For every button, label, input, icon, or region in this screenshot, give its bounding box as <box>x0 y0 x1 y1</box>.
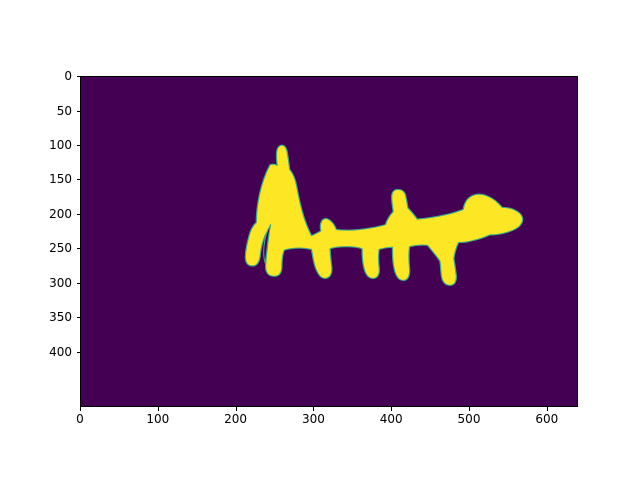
axes-spine-right <box>577 76 578 407</box>
x-tick-label: 200 <box>224 412 248 426</box>
y-tick-label: 350 <box>49 310 72 325</box>
y-tick-label: 200 <box>49 206 72 221</box>
segmentation-mask-image <box>80 76 578 407</box>
axes-spine-left <box>80 76 81 407</box>
x-tick-label: 500 <box>457 412 481 426</box>
image-plot-area[interactable] <box>80 76 578 407</box>
y-tick-label: 300 <box>49 275 72 290</box>
y-tick-mark <box>76 213 80 215</box>
y-tick-mark <box>76 110 80 112</box>
x-tick-label: 400 <box>379 412 403 426</box>
x-tick-mark <box>157 407 159 411</box>
x-tick-mark <box>80 407 81 411</box>
x-tick-mark <box>235 407 237 411</box>
y-tick-label: 0 <box>64 69 72 83</box>
x-tick-mark <box>469 407 470 411</box>
mask-foreground-region <box>244 144 524 286</box>
x-tick-mark <box>391 407 393 411</box>
y-tick-mark <box>76 145 80 146</box>
x-tick-label: 600 <box>535 412 559 426</box>
y-tick-mark <box>76 282 80 284</box>
y-tick-label: 150 <box>49 172 72 187</box>
x-tick-mark <box>313 407 315 411</box>
mask-interior-notch <box>263 224 272 265</box>
x-tick-label: 300 <box>301 412 325 426</box>
x-tick-label: 100 <box>146 412 170 426</box>
y-tick-mark <box>76 317 80 319</box>
y-tick-label: 100 <box>49 138 72 152</box>
x-tick-mark <box>546 407 548 411</box>
y-tick-label: 400 <box>49 344 72 359</box>
y-tick-mark <box>76 248 80 250</box>
y-tick-label: 50 <box>56 103 72 118</box>
x-tick-label: 0 <box>76 412 84 426</box>
axes-spine-top <box>80 76 578 77</box>
y-tick-mark <box>76 76 80 77</box>
y-tick-mark <box>76 179 80 181</box>
axes-spine-bottom <box>80 406 578 407</box>
y-tick-label: 250 <box>49 241 72 256</box>
y-tick-mark <box>76 351 80 353</box>
